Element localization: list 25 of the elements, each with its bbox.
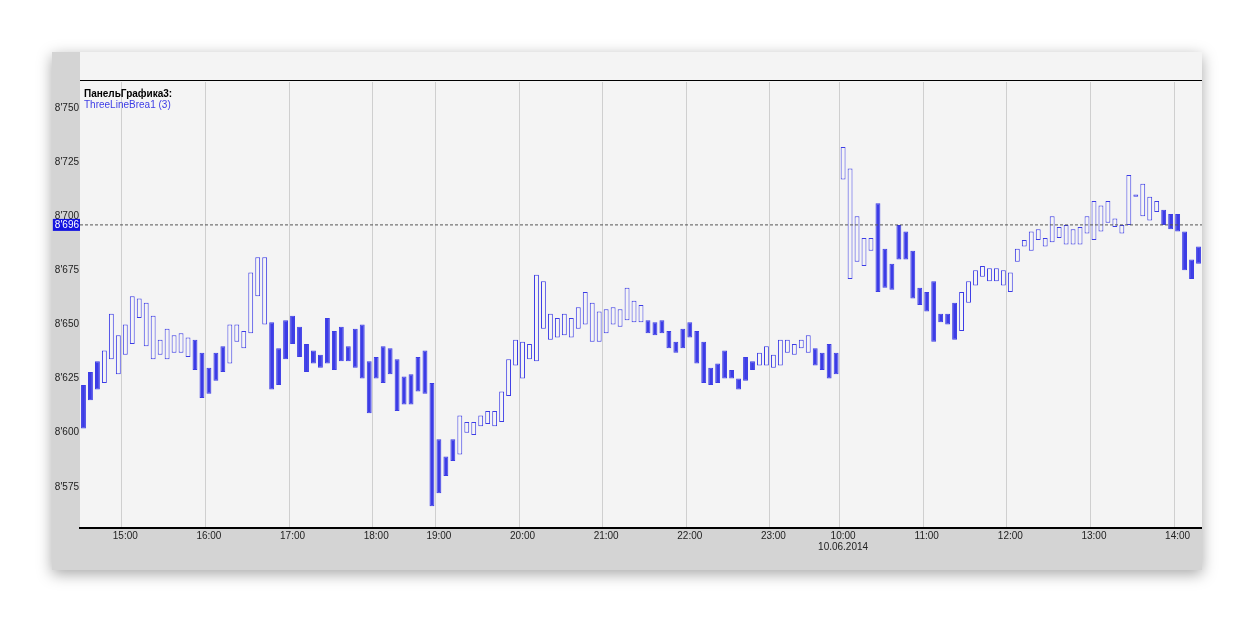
x-tick-label: 16:00 bbox=[196, 530, 222, 542]
y-tick-label: 8'625 bbox=[54, 372, 80, 384]
x-tick-label: 11:00 bbox=[914, 530, 940, 542]
x-tick-label: 12:00 bbox=[997, 530, 1024, 542]
x-tick-label: 10:00 10.06.2014 bbox=[818, 530, 869, 553]
x-tick-label: 20:00 bbox=[510, 530, 536, 542]
y-tick-label: 8'600 bbox=[54, 426, 80, 438]
x-tick-label: 18:00 bbox=[363, 530, 390, 542]
y-tick-label: 8'675 bbox=[54, 264, 80, 276]
y-tick-label: 8'650 bbox=[54, 318, 80, 330]
x-tick-label: 19:00 bbox=[426, 530, 452, 542]
y-tick-label: 8'700 bbox=[54, 209, 80, 221]
x-tick-label: 21:00 bbox=[593, 530, 620, 542]
ref-line-label: 8'696 bbox=[54, 218, 80, 230]
text: ПанельГрафика3: bbox=[84, 88, 173, 99]
x-tick-label: 13:00 bbox=[1081, 530, 1107, 542]
x-tick-label: 23:00 bbox=[760, 530, 787, 542]
x-tick-label: 15:00 bbox=[112, 530, 139, 542]
y-tick-label: 8'725 bbox=[54, 155, 80, 167]
x-tick-label: 14:00 bbox=[1165, 530, 1191, 542]
y-tick-label: 8'575 bbox=[54, 480, 80, 492]
y-tick-label: 8'750 bbox=[54, 101, 80, 113]
text: ThreeLineBrea1 (3) bbox=[84, 99, 171, 110]
x-tick-label: 17:00 bbox=[280, 530, 306, 542]
x-tick-label: 22:00 bbox=[677, 530, 703, 542]
